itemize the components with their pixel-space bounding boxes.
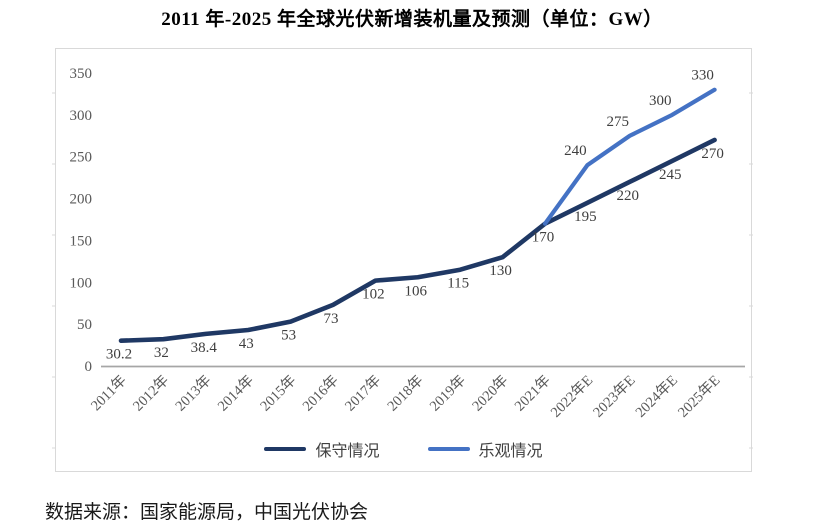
data-point-label: 102: [362, 287, 385, 303]
x-axis-tick-label: 2021年: [511, 372, 554, 415]
chart-legend: 保守情况 乐观情况: [56, 437, 751, 461]
x-axis-tick-label: 2016年: [299, 372, 342, 415]
legend-label-conservative: 保守情况: [315, 443, 380, 460]
y-axis-tick-label: 0: [85, 359, 93, 375]
x-axis-tick-label: 2022年E: [547, 372, 596, 421]
data-point-label: 32: [154, 345, 169, 361]
data-point-label: 30.2: [106, 347, 132, 363]
chart-area: 0 50 100 150 200 250 300 350 2011年 2012年 2013年 2014…: [52, 48, 753, 472]
conservative-line-swatch: [264, 446, 307, 452]
data-point-label: 300: [649, 93, 672, 109]
data-point-label: 330: [691, 68, 714, 84]
y-axis-tick-label: 50: [77, 317, 92, 333]
optimistic-line-series: [542, 87, 717, 226]
data-point-label: 270: [701, 146, 724, 162]
data-point-label: 130: [489, 263, 512, 279]
x-axis-tick-label: 2011年: [87, 372, 129, 414]
y-axis-tick-label: 100: [70, 275, 93, 291]
optimistic-line-swatch: [427, 446, 470, 452]
x-axis-tick-label: 2012年: [129, 372, 172, 415]
data-point-label: 53: [281, 328, 296, 344]
data-source-note: 数据来源：国家能源局，中国光伏协会: [45, 502, 369, 523]
legend-label-optimistic: 乐观情况: [478, 443, 543, 460]
data-point-label: 240: [564, 143, 587, 159]
x-axis-tick-label: 2018年: [384, 372, 427, 415]
data-point-label: 106: [405, 283, 428, 299]
data-point-label: 245: [659, 167, 682, 183]
x-axis-tick-label: 2024年E: [632, 372, 681, 421]
legend-item-conservative: 保守情况: [264, 437, 380, 461]
data-point-label: 195: [574, 209, 597, 225]
x-axis-tick-label: 2013年: [172, 372, 215, 415]
x-axis-tick-label: 2017年: [341, 372, 384, 415]
x-axis-tick-label: 2014年: [214, 372, 257, 415]
data-point-label: 115: [447, 276, 469, 292]
x-axis-tick-label: 2020年: [469, 372, 512, 415]
conservative-line-series: [118, 137, 717, 344]
data-point-label: 73: [324, 311, 339, 327]
x-axis-tick-label: 2019年: [426, 372, 469, 415]
data-point-label: 170: [532, 230, 555, 246]
data-point-label: 38.4: [191, 340, 218, 356]
data-point-label: 275: [607, 114, 630, 130]
y-axis-tick-label: 300: [70, 108, 93, 124]
y-axis-tick-label: 200: [70, 192, 93, 208]
y-axis-tick-label: 150: [70, 233, 93, 249]
x-axis-tick-label: 2025年E: [674, 372, 723, 421]
chart-title: 2011 年-2025 年全球光伏新增装机量及预测（单位：GW）: [161, 9, 663, 30]
legend-item-optimistic: 乐观情况: [427, 437, 543, 461]
data-point-label: 220: [617, 188, 640, 204]
y-axis-tick-label: 350: [70, 66, 93, 82]
x-axis-tick-label: 2023年E: [590, 372, 639, 421]
data-point-label: 43: [239, 336, 254, 352]
chart-canvas: 0 50 100 150 200 250 300 350 2011年 2012年 2013年 2014…: [52, 66, 753, 449]
x-axis-tick-label: 2015年: [257, 372, 300, 415]
y-axis-tick-label: 250: [70, 150, 93, 166]
